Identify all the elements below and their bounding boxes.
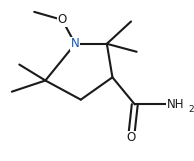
Text: N: N [71,37,80,50]
Text: O: O [126,132,136,144]
Text: NH: NH [166,98,184,111]
Text: 2: 2 [188,105,193,114]
Text: O: O [58,13,67,26]
